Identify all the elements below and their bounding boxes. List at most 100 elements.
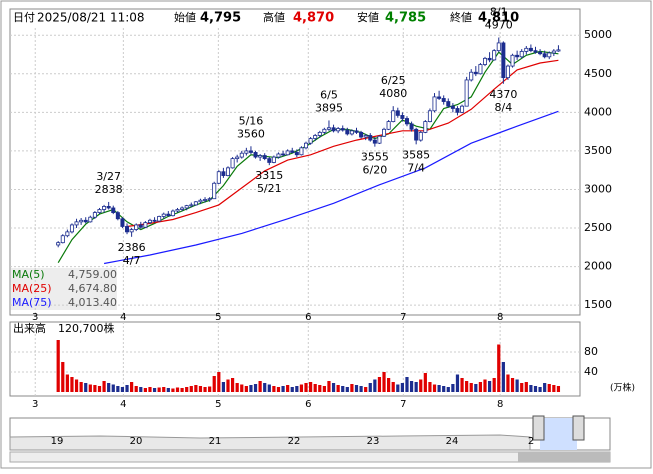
header-value: 4,810 <box>478 11 519 26</box>
y-tick-label: 1500 <box>584 298 612 311</box>
volume-bar <box>377 377 382 392</box>
x-tick-label: 7 <box>400 399 406 410</box>
candle-body <box>276 153 281 158</box>
volume-bar <box>359 386 363 392</box>
legend-name: MA(75) <box>12 296 52 309</box>
x-tick-label: 4 <box>120 312 126 323</box>
navigator-handle[interactable] <box>572 415 585 441</box>
candle-body <box>193 201 198 206</box>
volume-bar <box>432 384 437 392</box>
header-value: 4,870 <box>293 11 334 26</box>
header-label: 始値 <box>174 10 196 24</box>
candle-body <box>423 121 428 133</box>
volume-bar <box>70 377 74 392</box>
volume-bar <box>308 382 313 392</box>
navigator-handle[interactable] <box>532 415 545 441</box>
volume-current: 120,700株 <box>58 321 115 335</box>
volume-bar <box>492 378 496 392</box>
annotation-date: 8/1 <box>490 6 508 19</box>
candle-body <box>244 150 249 154</box>
annotation-price: 4370 <box>489 88 517 101</box>
volume-bar <box>166 388 170 392</box>
annotation-date: 6/20 <box>363 164 388 177</box>
volume-bar <box>286 385 290 392</box>
candle-body <box>152 219 157 222</box>
candle-body <box>510 54 515 67</box>
header-label: 高値 <box>263 10 285 24</box>
volume-bar <box>84 383 88 392</box>
volume-bar <box>107 383 111 392</box>
volume-bar <box>515 379 519 392</box>
y-tick-label: 3500 <box>584 144 612 157</box>
volume-bar <box>350 384 354 392</box>
volume-bar <box>322 386 326 392</box>
candle-body <box>285 150 290 156</box>
volume-bar <box>281 386 285 392</box>
y-tick-label: 40 <box>584 365 598 378</box>
candle-body <box>184 205 189 209</box>
candle-body <box>528 47 533 52</box>
volume-bar <box>230 378 235 392</box>
volume-bar <box>547 384 551 392</box>
y-tick-label: 3000 <box>584 182 612 195</box>
candle-body <box>97 209 102 213</box>
candle-body <box>166 213 171 217</box>
y-tick-label: 4500 <box>584 67 612 80</box>
candle-body <box>294 152 299 156</box>
header-label: 安値 <box>357 10 379 24</box>
navigator-label: 22 <box>288 436 301 447</box>
candle-body <box>400 115 405 119</box>
candle-body <box>189 204 194 207</box>
volume-bar <box>465 381 469 392</box>
annotation-price: 3895 <box>315 101 343 114</box>
volume-bar <box>125 385 129 392</box>
candle-body <box>290 150 295 153</box>
volume-bar <box>162 387 166 392</box>
candle-body <box>437 96 442 99</box>
candle-body <box>120 218 125 227</box>
annotation-date: 5/16 <box>239 114 264 127</box>
annotation-date: 4/7 <box>123 254 141 267</box>
volume-bar <box>267 384 271 392</box>
x-tick-label: 3 <box>32 312 38 323</box>
navigator-area <box>9 434 531 451</box>
annotation-date: 5/21 <box>257 182 282 195</box>
y-tick-label: 2500 <box>584 221 612 234</box>
candle-body <box>125 226 130 233</box>
candle-body <box>74 221 79 226</box>
candle-body <box>304 142 309 149</box>
candle-body <box>418 131 423 141</box>
volume-bar <box>143 388 147 392</box>
annotation-price: 4970 <box>485 19 513 32</box>
candle-body <box>65 231 70 237</box>
candle-body <box>501 42 506 79</box>
candle-body <box>538 51 543 55</box>
scrollbar-thumb[interactable] <box>518 452 610 462</box>
candle-body <box>524 47 529 52</box>
volume-bar <box>382 372 386 392</box>
candle-body <box>345 129 350 135</box>
volume-bar <box>152 388 157 392</box>
candle-body <box>386 121 391 130</box>
ma-line <box>103 110 559 265</box>
candle-body <box>414 128 419 141</box>
volume-bar <box>354 385 359 392</box>
volume-bar <box>116 386 120 392</box>
volume-bar <box>304 383 308 392</box>
candle-body <box>262 155 267 160</box>
candle-body <box>239 152 244 158</box>
volume-bar <box>387 378 391 392</box>
x-tick-label: 7 <box>400 312 406 323</box>
candle-body <box>161 213 166 217</box>
volume-title: 出来高 <box>13 321 46 335</box>
candle-body <box>441 98 446 102</box>
volume-bar <box>506 374 510 392</box>
volume-bar <box>120 387 125 392</box>
navigator-window[interactable] <box>540 418 577 450</box>
candle-body <box>533 50 538 53</box>
x-tick-label: 6 <box>305 399 311 410</box>
x-tick-label: 6 <box>305 312 311 323</box>
candle-body <box>69 224 74 233</box>
annotation-date: 6/25 <box>381 74 406 87</box>
candle-body <box>175 209 180 212</box>
